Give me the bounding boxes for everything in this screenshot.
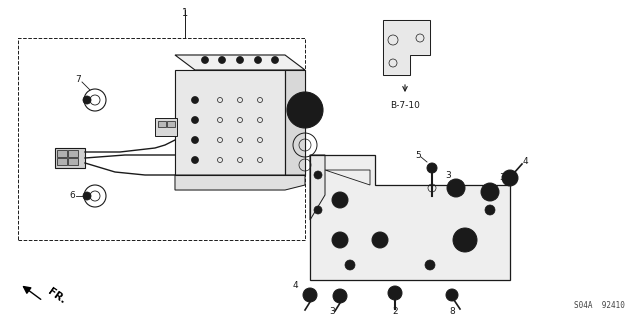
Circle shape (425, 260, 435, 270)
Bar (158, 121, 166, 127)
Text: 3: 3 (329, 308, 335, 316)
Circle shape (191, 137, 198, 144)
Circle shape (255, 56, 262, 63)
Bar (68, 158, 78, 165)
Polygon shape (285, 70, 305, 175)
Circle shape (191, 97, 198, 103)
Bar (55, 148, 85, 168)
Polygon shape (175, 55, 305, 70)
Text: FR.: FR. (46, 286, 68, 306)
Circle shape (502, 170, 518, 186)
Circle shape (83, 96, 91, 104)
Polygon shape (175, 175, 305, 190)
Circle shape (271, 56, 278, 63)
Circle shape (332, 192, 348, 208)
Polygon shape (175, 70, 285, 175)
Text: 7: 7 (75, 76, 81, 85)
Circle shape (427, 163, 437, 173)
Circle shape (446, 289, 458, 301)
Bar (18, 38, 305, 240)
Circle shape (333, 289, 347, 303)
Bar (155, 118, 177, 136)
Circle shape (202, 56, 209, 63)
Circle shape (191, 116, 198, 123)
Text: B-7-10: B-7-10 (390, 100, 420, 109)
Circle shape (314, 206, 322, 214)
Circle shape (485, 205, 495, 215)
Bar (167, 121, 175, 127)
Text: S04A  92410: S04A 92410 (574, 301, 625, 310)
Text: 5: 5 (415, 151, 421, 160)
Text: 3: 3 (499, 174, 505, 182)
Circle shape (447, 179, 465, 197)
Circle shape (303, 288, 317, 302)
Bar (68, 150, 78, 157)
Circle shape (392, 290, 399, 296)
Circle shape (388, 286, 402, 300)
Circle shape (218, 56, 225, 63)
Circle shape (372, 232, 388, 248)
Circle shape (293, 98, 317, 122)
Circle shape (481, 183, 499, 201)
Circle shape (83, 192, 91, 200)
Circle shape (453, 228, 477, 252)
Circle shape (191, 157, 198, 164)
Text: 2: 2 (392, 308, 398, 316)
Text: 4: 4 (522, 158, 528, 167)
Polygon shape (310, 155, 325, 220)
Text: 4: 4 (292, 280, 298, 290)
Circle shape (332, 232, 348, 248)
Polygon shape (383, 20, 430, 75)
Circle shape (345, 260, 355, 270)
Bar (57, 158, 67, 165)
Text: 8: 8 (449, 308, 455, 316)
Text: 6: 6 (69, 191, 75, 201)
Circle shape (486, 188, 494, 196)
Circle shape (314, 171, 322, 179)
Text: 1: 1 (182, 8, 188, 18)
Circle shape (452, 184, 460, 192)
Circle shape (237, 56, 243, 63)
Polygon shape (310, 155, 510, 280)
Text: 3: 3 (445, 170, 451, 180)
Circle shape (287, 92, 323, 128)
Bar (57, 150, 67, 157)
